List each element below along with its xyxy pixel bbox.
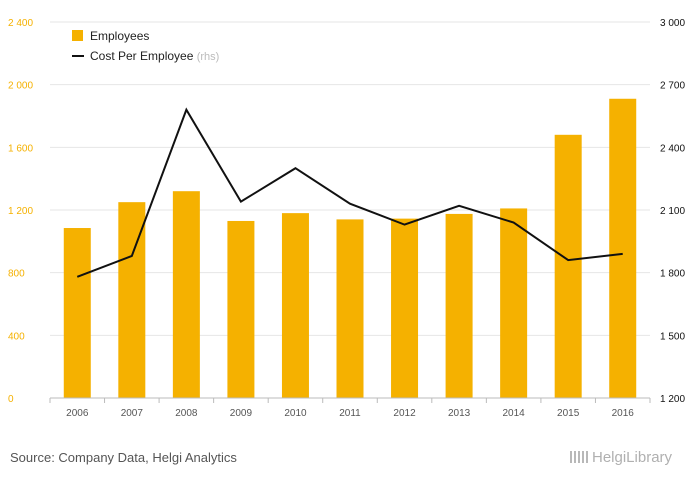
x-tick-label: 2015 (557, 408, 580, 419)
legend-rhs-note: (rhs) (197, 51, 220, 63)
x-tick-label: 2011 (339, 408, 361, 419)
y-right-tick-label: 2 400 (660, 143, 685, 154)
x-tick-label: 2008 (175, 408, 198, 419)
x-tick-label: 2006 (66, 408, 89, 419)
y-right-tick-label: 3 000 (660, 18, 685, 29)
legend-label-cost-per-employee: Cost Per Employee (rhs) (90, 49, 219, 63)
y-right-tick-label: 1 800 (660, 269, 685, 280)
x-tick-label: 2009 (230, 408, 253, 419)
bar (172, 191, 200, 398)
y-left-tick-label: 2 400 (8, 18, 33, 29)
bar (118, 202, 146, 398)
x-tick-label: 2010 (284, 408, 307, 419)
x-tick-label: 2014 (503, 408, 526, 419)
y-left-tick-label: 0 (8, 394, 14, 405)
bar (281, 213, 309, 398)
y-right-tick-label: 1 200 (660, 394, 685, 405)
bar (554, 134, 582, 399)
y-right-tick-label: 1 500 (660, 331, 685, 342)
legend: Employees Cost Per Employee (rhs) (72, 29, 219, 63)
bar (227, 220, 255, 398)
x-tick-label: 2013 (448, 408, 471, 419)
bar (336, 219, 364, 398)
y-right-tick-label: 2 100 (660, 206, 685, 217)
y-left-tick-label: 2 000 (8, 81, 33, 92)
y-right-tick-label: 2 700 (660, 81, 685, 92)
bar (63, 228, 91, 398)
bar (609, 98, 637, 399)
bar (500, 208, 528, 398)
library-icon (570, 451, 588, 463)
brand-logo: HelgiLibrary (570, 449, 672, 466)
y-left-tick-label: 1 600 (8, 143, 33, 154)
bars-layer (63, 98, 637, 399)
brand-name: HelgiLibrary (592, 449, 673, 466)
y-left-tick-label: 800 (8, 269, 25, 280)
cost-per-employee-line (76, 107, 623, 278)
source-note: Source: Company Data, Helgi Analytics (10, 450, 237, 465)
line-layer (76, 107, 623, 278)
y-left-tick-label: 400 (8, 331, 25, 342)
legend-swatch-employees (72, 30, 83, 41)
bar (445, 213, 473, 398)
y-left-tick-label: 1 200 (8, 206, 33, 217)
x-tick-label: 2007 (121, 408, 144, 419)
x-tick-label: 2016 (612, 408, 635, 419)
legend-label-employees: Employees (90, 29, 149, 43)
x-tick-label: 2012 (393, 408, 416, 419)
axes: 0 400 800 1 200 1 600 2 000 2 400 1 200 1 500 1 8… (8, 18, 685, 419)
bar (391, 218, 419, 398)
